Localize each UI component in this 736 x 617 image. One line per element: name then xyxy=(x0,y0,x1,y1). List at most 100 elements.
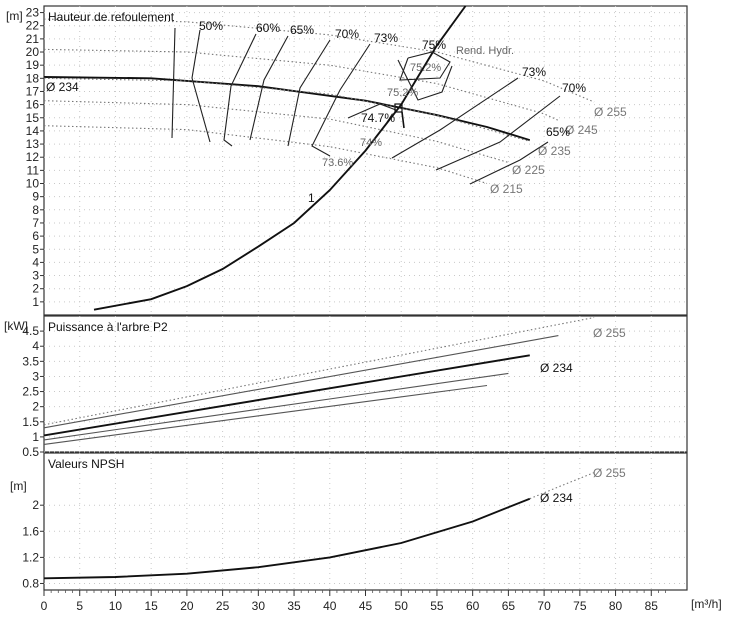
series-line xyxy=(43,497,531,580)
series-line xyxy=(43,77,530,142)
head-y-unit: [m] xyxy=(6,9,23,23)
head-label-d215: Ø 215 xyxy=(490,182,523,196)
power-y-unit: [kW] xyxy=(4,319,28,333)
y-tick-label: 5 xyxy=(32,242,39,256)
y-tick-label: 17 xyxy=(26,84,40,98)
y-tick-label: 1.6 xyxy=(22,524,39,538)
eff-label-736: 73.6% xyxy=(322,157,353,169)
x-tick-label: 10 xyxy=(109,599,123,613)
series-line xyxy=(43,372,509,441)
efficiency-isoline xyxy=(311,43,371,157)
series-line xyxy=(43,125,488,185)
power-label-d234: Ø 234 xyxy=(540,361,573,375)
eff-label-752-upper: 75.2% xyxy=(410,62,441,74)
y-tick-label: 1 xyxy=(32,295,39,309)
npsh-label-d234: Ø 234 xyxy=(540,491,573,505)
npsh-y-unit: [m] xyxy=(10,479,27,493)
y-tick-label: 3 xyxy=(32,369,39,383)
y-tick-label: 2.5 xyxy=(22,385,39,399)
series-line xyxy=(43,76,531,142)
eff-label-75: 75% xyxy=(422,38,446,52)
x-tick-label: 75 xyxy=(573,599,587,613)
x-tick-label: 45 xyxy=(359,599,373,613)
head-label-d255: Ø 255 xyxy=(594,105,627,119)
efficiency-isoline xyxy=(223,33,257,147)
efficiency-isoline xyxy=(435,95,561,171)
y-tick-label: 8 xyxy=(32,203,39,217)
series-layer xyxy=(43,5,595,580)
y-tick-label: 4 xyxy=(32,339,39,353)
efficiency-isoline xyxy=(171,27,176,139)
operating-point-stem xyxy=(401,111,405,129)
y-tick-label: 6 xyxy=(32,229,39,243)
y-tick-label: 20 xyxy=(26,45,40,59)
x-tick-label: 60 xyxy=(466,599,480,613)
x-tick-label: 0 xyxy=(41,599,48,613)
efficiency-isoline xyxy=(397,59,453,101)
y-tick-label: 3 xyxy=(32,269,39,283)
head-label-d235: Ø 235 xyxy=(538,144,571,158)
y-tick-label: 1.5 xyxy=(22,415,39,429)
efficiency-isoline xyxy=(249,35,289,141)
tick-labels: 0 5 10 15 20 25 30 35 40 45 50 55 60 65 70 75 80 85123456… xyxy=(22,6,666,613)
series-line xyxy=(436,5,467,46)
y-tick-label: 2 xyxy=(32,282,39,296)
y-tick-label: 14 xyxy=(26,124,40,138)
y-tick-label: 13 xyxy=(26,137,40,151)
x-axis-unit: [m³/h] xyxy=(691,597,722,611)
head-label-d234: Ø 234 xyxy=(46,80,79,94)
x-tick-label: 55 xyxy=(430,599,444,613)
y-tick-label: 1.2 xyxy=(22,550,39,564)
y-tick-label: 12 xyxy=(26,150,40,164)
y-tick-label: 4.5 xyxy=(22,324,39,338)
head-label-d245: Ø 245 xyxy=(565,123,598,137)
series-line xyxy=(93,44,438,311)
x-tick-label: 15 xyxy=(144,599,158,613)
efficiency-isoline xyxy=(287,39,331,147)
npsh-label-d255: Ø 255 xyxy=(593,466,626,480)
eff-label-50: 50% xyxy=(199,19,223,33)
series-line xyxy=(43,100,509,164)
rend-hydr-label: Rend. Hydr. xyxy=(456,45,514,57)
eff-label-65: 65% xyxy=(290,23,314,37)
eff-label-65-right: 65% xyxy=(546,125,570,139)
y-tick-label: 10 xyxy=(26,177,40,191)
eff-label-747: 74.7% xyxy=(361,111,395,125)
head-label-d225: Ø 225 xyxy=(512,163,545,177)
y-tick-label: 16 xyxy=(26,98,40,112)
y-tick-label: 1 xyxy=(32,430,39,444)
y-tick-label: 3.5 xyxy=(22,354,39,368)
power-label-d255: Ø 255 xyxy=(593,326,626,340)
efficiency-isoline xyxy=(347,103,397,119)
x-tick-label: 65 xyxy=(502,599,516,613)
eff-label-73-top: 73% xyxy=(374,31,398,45)
head-panel-frame xyxy=(43,5,688,316)
y-tick-label: 2 xyxy=(32,400,39,414)
y-tick-label: 15 xyxy=(26,111,40,125)
x-tick-label: 25 xyxy=(216,599,230,613)
x-tick-label: 85 xyxy=(645,599,659,613)
y-tick-label: 2 xyxy=(32,498,39,512)
x-tick-label: 20 xyxy=(180,599,194,613)
y-tick-label: 11 xyxy=(27,163,40,177)
series-line xyxy=(43,18,595,103)
operating-point-marker xyxy=(394,103,403,113)
y-tick-label: 21 xyxy=(26,32,40,46)
efficiency-isoline xyxy=(399,51,451,81)
y-tick-label: 4 xyxy=(32,255,39,269)
eff-label-752-lower: 75.2% xyxy=(387,87,418,99)
efficiency-isolines xyxy=(171,27,561,185)
series-line xyxy=(43,335,559,429)
y-tick-label: 0.8 xyxy=(22,576,39,590)
eff-label-74: 74% xyxy=(360,137,382,149)
series-line xyxy=(43,48,559,121)
y-tick-label: 18 xyxy=(26,71,40,85)
y-tick-label: 9 xyxy=(32,190,39,204)
eff-label-73-right: 73% xyxy=(522,65,546,79)
x-tick-label: 5 xyxy=(76,599,83,613)
efficiency-isoline xyxy=(469,141,549,185)
x-tick-label: 35 xyxy=(287,599,301,613)
x-tick-label: 80 xyxy=(609,599,623,613)
npsh-panel-title: Valeurs NPSH xyxy=(48,457,124,471)
